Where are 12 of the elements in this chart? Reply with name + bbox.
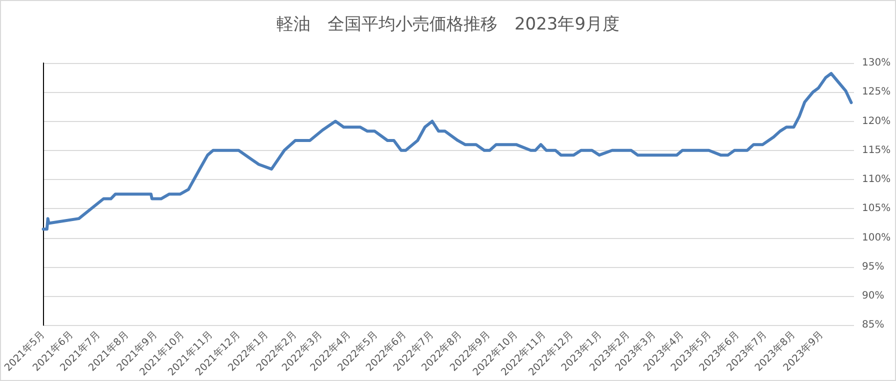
y-tick-label: 120%: [862, 116, 891, 127]
y-tick-label: 95%: [862, 261, 884, 272]
y-tick-label: 85%: [862, 320, 884, 331]
chart-title: 軽油 全国平均小売価格推移 2023年9月度: [276, 14, 620, 34]
y-tick-label: 110%: [862, 174, 891, 186]
y-tick-label: 130%: [862, 58, 891, 68]
y-tick-label: 90%: [862, 290, 884, 302]
y-tick-label: 105%: [862, 203, 891, 214]
y-tick-label: 125%: [862, 86, 891, 98]
line-series: [42, 72, 853, 231]
y-tick-label: 100%: [862, 232, 891, 244]
y-tick-label: 115%: [862, 144, 891, 156]
